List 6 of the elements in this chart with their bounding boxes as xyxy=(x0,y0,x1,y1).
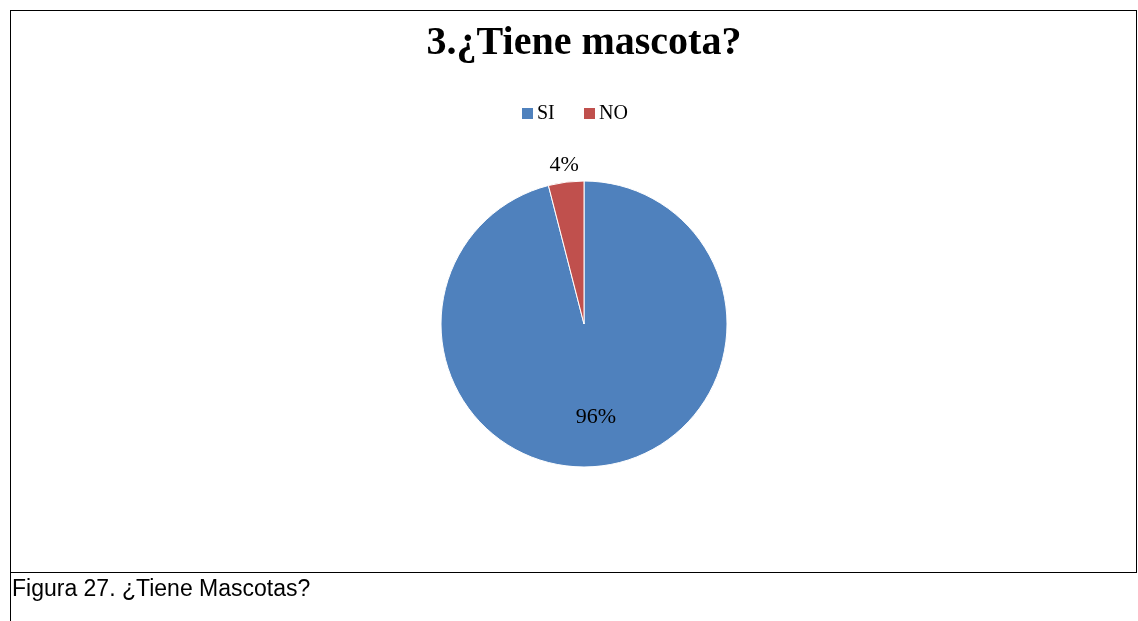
legend-label: SI xyxy=(537,100,555,123)
data-label: 96% xyxy=(575,402,616,428)
text: Figura 27. ¿Tiene Mascotas? xyxy=(12,575,311,602)
chart-title: 3.¿Tiene mascota? xyxy=(426,18,742,64)
legend-label: NO xyxy=(599,100,628,123)
data-label: 4% xyxy=(549,151,579,177)
